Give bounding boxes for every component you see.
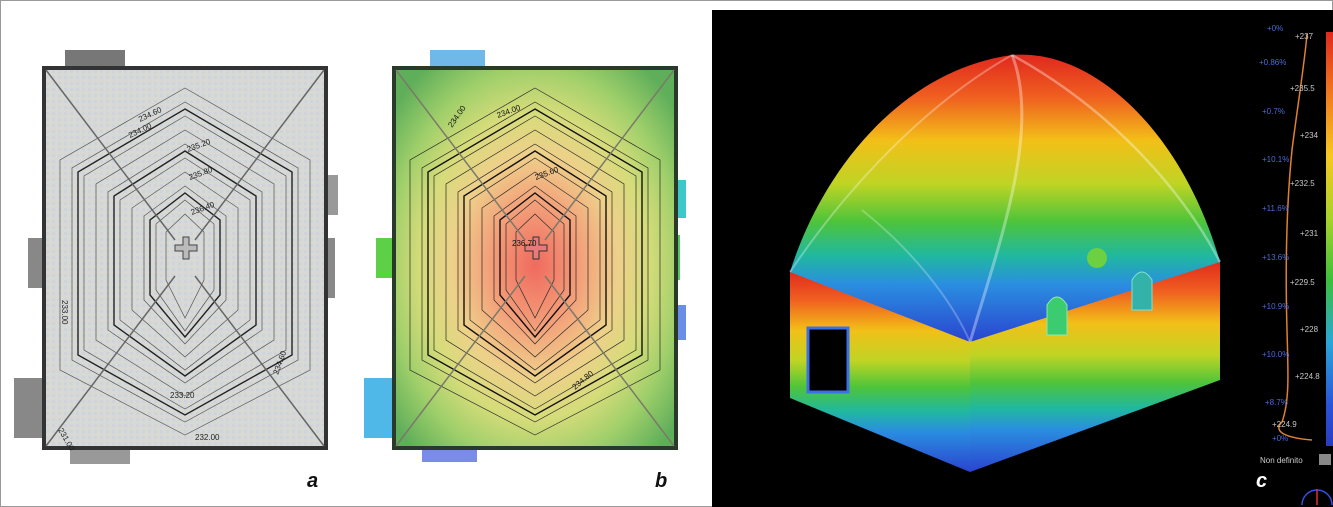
scale-value: +228 <box>1300 325 1319 334</box>
doorway <box>806 326 850 394</box>
scale-value: +232.5 <box>1290 179 1315 188</box>
rib-back-left <box>789 54 1013 273</box>
boss-cross <box>174 236 198 260</box>
boss-cross <box>524 236 548 260</box>
rib-front <box>968 54 1024 343</box>
scale-percent: +8.7% <box>1265 398 1288 407</box>
panel-a-contour-plan: 234.00 234.60 235.20 235.80 236.40 233.0… <box>10 10 340 495</box>
rib-left <box>861 209 971 343</box>
axis-orientation-icon <box>1301 489 1333 506</box>
vault-surface <box>790 54 1220 342</box>
undefined-color-swatch <box>1319 454 1331 465</box>
oculus <box>1087 248 1107 268</box>
window-1 <box>1046 296 1068 336</box>
contour-major-rings <box>427 108 643 416</box>
scale-percent: +13.6% <box>1262 253 1290 262</box>
panel-c-3d-render: +237 +235.5 +234 +232.5 +231 +229.5 +228… <box>712 10 1333 507</box>
scale-percent: +0% <box>1267 24 1284 33</box>
elevation-color-bar <box>1326 32 1333 446</box>
scale-value: +234 <box>1300 131 1319 140</box>
annex-top <box>65 50 125 70</box>
scale-value: +237 <box>1295 32 1314 41</box>
elevation-profile-curve <box>1278 33 1313 441</box>
window-2 <box>1131 271 1153 311</box>
scale-percent: +10.1% <box>1262 155 1290 164</box>
annex-bottom-left <box>14 378 44 438</box>
annex-bottom-left <box>364 378 394 438</box>
panel-c-svg <box>789 53 1222 472</box>
base-right-face <box>970 260 1220 472</box>
scale-value: +224.9 <box>1272 420 1297 429</box>
contour-rings <box>59 87 311 436</box>
panel-letter-a: a <box>307 470 319 492</box>
undefined-label: Non definito <box>1260 456 1303 465</box>
scale-percent: +10.9% <box>1262 302 1290 311</box>
contour-label: 232.00 <box>195 433 220 442</box>
panel-b-elevation-map: 234.00 234.00 235.60 236.70 234.80 <box>360 10 690 495</box>
rib-diagonals <box>45 69 325 447</box>
scale-percent: +10.0% <box>1262 350 1290 359</box>
rib-right <box>1011 53 1222 263</box>
panel-a-svg: 234.00 234.60 235.20 235.80 236.40 233.0… <box>14 50 338 464</box>
panel-letter-c: c <box>1256 470 1268 492</box>
scale-value: +224.8 <box>1295 372 1320 381</box>
scale-percent: +0% <box>1272 434 1289 443</box>
scale-value: +235.5 <box>1290 84 1315 93</box>
panel-letter-b: b <box>655 470 668 492</box>
scale-percent: +0.86% <box>1259 58 1287 67</box>
scale-percent: +0.7% <box>1262 107 1285 116</box>
scale-value: +231 <box>1300 229 1319 238</box>
scale-percent: +11.6% <box>1262 204 1289 213</box>
rib-diagonals <box>395 69 675 447</box>
contour-major-rings <box>77 108 293 416</box>
scale-value: +229.5 <box>1290 278 1315 287</box>
contour-label: 233.20 <box>170 391 195 400</box>
contour-label: 236.70 <box>512 239 537 248</box>
contour-label: 233.00 <box>60 300 69 325</box>
panel-b-svg: 234.00 234.00 235.60 236.70 234.80 <box>364 50 686 462</box>
contour-rings <box>409 87 661 436</box>
base-left-face <box>790 270 970 472</box>
